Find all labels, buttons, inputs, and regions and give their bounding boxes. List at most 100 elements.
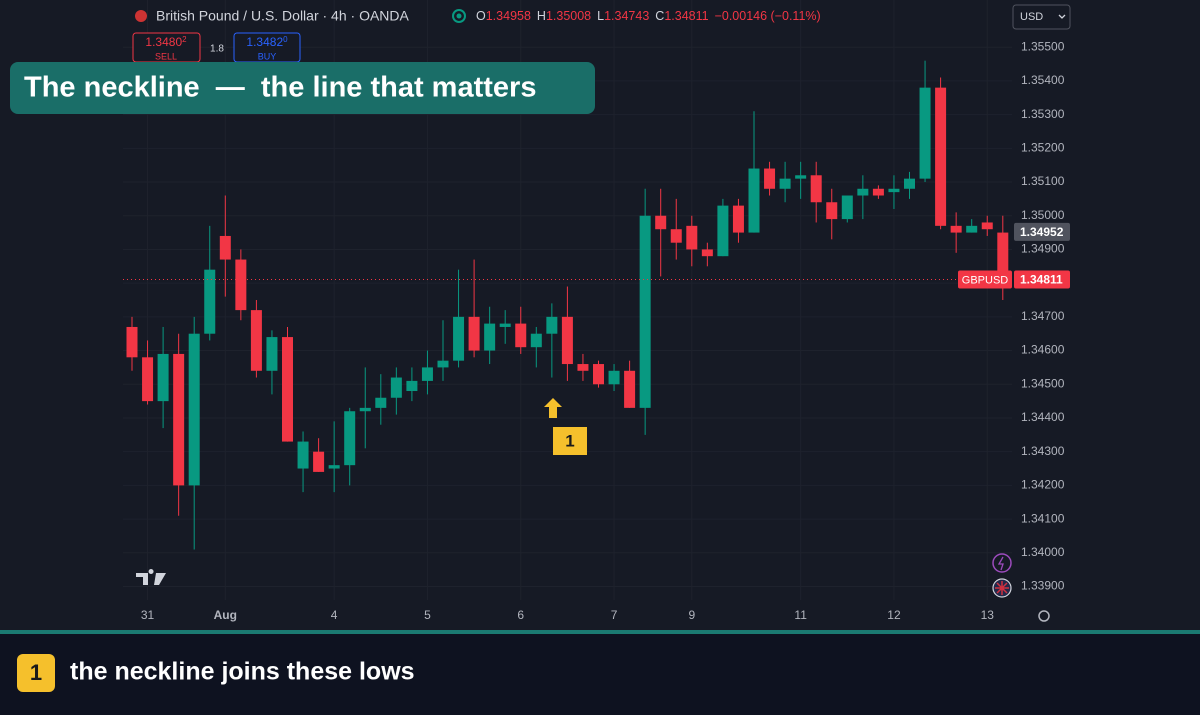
- sell-price-main: 1.3480: [145, 35, 182, 49]
- candle-body: [624, 370, 636, 408]
- candle-body: [375, 397, 387, 408]
- y-tick-label: 1.34500: [1021, 376, 1065, 390]
- footer-marker-box: [17, 654, 55, 692]
- candle-body: [888, 188, 900, 193]
- y-tick-label: 1.35400: [1021, 73, 1065, 87]
- footer-background: [0, 634, 1200, 715]
- candle-body: [219, 235, 231, 260]
- candle-body: [857, 188, 869, 196]
- y-tick-label: 1.34600: [1021, 343, 1065, 357]
- candle-body: [499, 323, 511, 327]
- candle-body: [453, 316, 465, 361]
- candle-body: [779, 178, 791, 189]
- price-tag-label: 1.34811: [1020, 273, 1063, 287]
- flag-icon: [135, 10, 147, 22]
- candle-body: [344, 411, 356, 466]
- candle-body: [157, 353, 169, 402]
- candle-body: [950, 225, 962, 233]
- y-tick-label: 1.34900: [1021, 242, 1065, 256]
- candle-body: [561, 316, 573, 365]
- candle-body: [421, 367, 433, 381]
- flag-cross: [995, 581, 1009, 595]
- ohlc: O1.34958 H1.35008 L1.34743 C1.34811 −0.00146…: [476, 9, 821, 23]
- candle-body: [701, 249, 713, 257]
- x-tick-label: 11: [794, 608, 807, 622]
- x-tick-label: Aug: [214, 608, 237, 622]
- plot: [123, 60, 1012, 550]
- price-tag: [1014, 222, 1070, 241]
- candle-body: [250, 310, 262, 371]
- candle-body: [406, 380, 418, 392]
- ohlc-value: 1.34958: [486, 9, 531, 23]
- candle-body: [546, 316, 558, 334]
- candle-body: [142, 357, 154, 402]
- y-tick-label: 1.33900: [1021, 579, 1065, 593]
- alert-bolt: [997, 556, 1004, 571]
- candle-body: [188, 333, 200, 486]
- ohlc-key: O: [476, 9, 486, 23]
- annotation-marker: 1: [565, 431, 574, 450]
- x-tick-label: 5: [424, 608, 431, 622]
- candle-body: [577, 364, 589, 371]
- x-tick-label: 13: [981, 608, 995, 622]
- annotation-arrow: [544, 398, 562, 418]
- currency-dropdown[interactable]: [1012, 4, 1071, 30]
- y-tick-label: 1.35500: [1021, 39, 1065, 53]
- dropdown-caret: [1058, 14, 1066, 19]
- candle-body: [359, 407, 371, 412]
- candle-body: [904, 178, 915, 189]
- candle-body: [282, 337, 293, 442]
- candle-body: [593, 364, 604, 385]
- candle-body: [748, 168, 760, 233]
- y-tick-label: 1.34000: [1021, 545, 1065, 559]
- x-tick-label: 7: [611, 608, 618, 622]
- candle-body: [266, 337, 278, 371]
- symbol: British Pound / U.S. Dollar · 4h · OANDA: [156, 8, 410, 24]
- x-tick-label: 6: [517, 608, 524, 622]
- candle-body: [126, 326, 138, 358]
- candle-body: [732, 205, 744, 233]
- ohlc-change: −0.00146 (−0.11%): [715, 9, 821, 23]
- ohlc-key: C: [655, 9, 664, 23]
- y-tick-label: 1.35200: [1021, 140, 1065, 154]
- candle-body: [484, 323, 496, 351]
- y-tick-label: 1.35000: [1021, 208, 1065, 222]
- candle-body: [981, 222, 993, 230]
- x-tick-label: 12: [887, 608, 901, 622]
- symbol-tag-label: GBPUSD: [962, 274, 1009, 286]
- annotation-box: [553, 427, 587, 455]
- candle-body: [173, 353, 185, 486]
- y-tick-label: 1.35100: [1021, 174, 1065, 188]
- candle-body: [468, 316, 480, 351]
- candle-body: [872, 188, 884, 196]
- divider: [0, 630, 1200, 634]
- settings-icon[interactable]: [1038, 610, 1050, 622]
- banner: [10, 62, 595, 114]
- candle-body: [764, 168, 776, 189]
- tv-logo: [136, 569, 166, 585]
- candle-body: [997, 232, 1009, 280]
- alert-icon[interactable]: [992, 553, 1012, 573]
- candle-body: [390, 377, 402, 398]
- sell-price: 1.34802: [145, 35, 187, 49]
- candle-body: [919, 87, 931, 179]
- footer-marker: 1: [30, 660, 42, 685]
- candle-body: [966, 225, 978, 233]
- price-tag: [1014, 270, 1070, 289]
- candle-body: [437, 360, 449, 368]
- x-tick-label: 31: [141, 608, 155, 622]
- price-axis: 1.33900 1.34000 1.34100 1.34200 1.34300 1.344…: [141, 39, 1070, 622]
- candle-body: [328, 465, 340, 469]
- buy-price-main: 1.3482: [246, 35, 283, 49]
- candle-body: [717, 205, 729, 257]
- candle-body: [826, 202, 838, 220]
- sell-price-sup: 2: [182, 35, 187, 44]
- candle-body: [608, 370, 620, 385]
- candle-body: [313, 451, 325, 472]
- ohlc-key: H: [537, 9, 546, 23]
- currency: USD: [1020, 11, 1043, 23]
- price-tag-label: 1.34952: [1020, 225, 1064, 239]
- candle-body: [297, 441, 309, 469]
- y-tick-label: 1.34300: [1021, 444, 1065, 458]
